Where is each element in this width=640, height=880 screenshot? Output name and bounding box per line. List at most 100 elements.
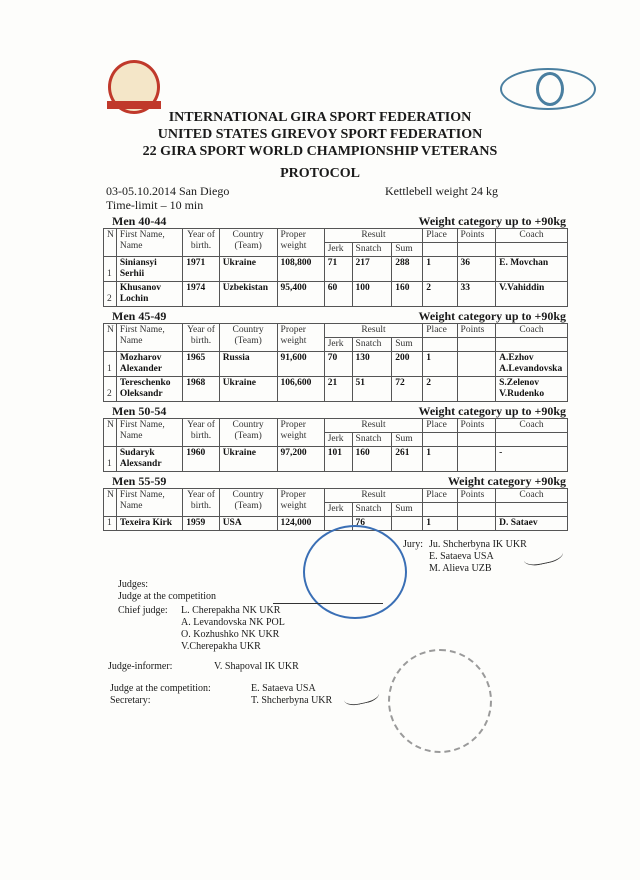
- column-header-weight: Proper weight: [276, 228, 325, 257]
- cell-place: 2: [422, 281, 458, 307]
- cell-year: 1971: [182, 256, 220, 282]
- cell-weight: 95,400: [276, 281, 325, 307]
- cell-weight: 106,600: [276, 376, 325, 402]
- table-row: 1 Texeira Kirk 1959 USA 124,000 76 1 D. Sataev: [103, 516, 568, 531]
- weight-category: Weight category +90kg: [447, 474, 566, 488]
- column-header-jerk: Jerk: [323, 337, 353, 352]
- secretary-label: Secretary:: [110, 695, 151, 706]
- column-header-points: Points: [456, 228, 497, 243]
- cell-name: Khusanov Lochin: [115, 281, 184, 307]
- chief-judge: L. Cherepakha NK UKR: [181, 605, 281, 616]
- judges-label: Judges:: [118, 579, 148, 590]
- header-row: Jerk Snatch Sum: [104, 502, 568, 517]
- column-header-coach: Coach: [495, 323, 568, 338]
- weight-category: Weight category up to +90kg: [418, 214, 567, 228]
- cell-year: 1959: [182, 516, 220, 531]
- cell-points: 36: [456, 256, 497, 282]
- results-table: N First Name, Name Year of birth. Country (…: [103, 488, 568, 531]
- column-header-result: Result: [323, 323, 424, 338]
- cell-year: 1968: [182, 376, 220, 402]
- officials-section: Jury: Ju. Shcherbyna IK UKR E. Sataeva U…: [103, 525, 568, 753]
- jury-label: Jury:: [403, 539, 423, 550]
- column-header-country: Country (Team): [218, 488, 278, 517]
- cell-points: [456, 376, 497, 402]
- cell-snatch: 51: [351, 376, 393, 402]
- table-row: 2 Khusanov Lochin 1974 Uzbekistan 95,400 60 10…: [103, 281, 568, 307]
- cell-name: Mozharov Alexander: [115, 351, 184, 377]
- cell-sum: 288: [391, 256, 424, 282]
- judge: O. Kozhushko NK UKR: [181, 629, 280, 640]
- category-header: Men 45-49 Weight category up to +90kg: [103, 309, 568, 323]
- age-category: Men 55-59: [112, 474, 167, 488]
- category-header: Men 40-44 Weight category up to +90kg: [103, 214, 568, 228]
- jury-member: E. Sataeva USA: [429, 551, 494, 562]
- cell-jerk: 71: [323, 256, 353, 282]
- federation-logo-left: [107, 60, 161, 114]
- weight-category: Weight category up to +90kg: [418, 309, 567, 323]
- column-header-name: First Name, Name: [115, 228, 184, 257]
- jury-signature: [521, 541, 565, 568]
- cell-year: 1965: [182, 351, 220, 377]
- results-section: Men 40-44 Weight category up to +90kg N Fir…: [103, 214, 568, 753]
- cell-weight: 91,600: [276, 351, 325, 377]
- cell-name: Tereschenko Oleksandr: [115, 376, 184, 402]
- column-header-sum: Sum: [391, 242, 424, 257]
- column-header-country: Country (Team): [218, 418, 278, 447]
- age-category: Men 45-49: [112, 309, 167, 323]
- secretary-signature: [341, 681, 381, 708]
- column-header-year: Year of birth.: [182, 418, 220, 447]
- header-row: N First Name, Name Year of birth. Country (…: [103, 488, 568, 517]
- cell-country: Ukraine: [218, 376, 278, 402]
- age-category: Men 40-44: [112, 214, 167, 228]
- column-header-points: Points: [456, 418, 497, 433]
- cell-sum: 200: [391, 351, 424, 377]
- judge-informer-label: Judge-informer:: [108, 661, 173, 672]
- cell-sum: [391, 516, 424, 531]
- cell-snatch: 217: [351, 256, 393, 282]
- cell-snatch: 100: [351, 281, 393, 307]
- column-header-name: First Name, Name: [115, 488, 184, 517]
- cell-points: [456, 446, 497, 472]
- cell-n: 2: [103, 281, 117, 307]
- jury-member: M. Alieva UZB: [429, 563, 492, 574]
- cell-country: USA: [218, 516, 278, 531]
- judge: A. Levandovska NK POL: [181, 617, 285, 628]
- title-line-1: INTERNATIONAL GIRA SPORT FEDERATION: [168, 110, 472, 125]
- date-place: 03-05.10.2014 San Diego: [106, 184, 230, 198]
- column-header-n: N: [103, 418, 117, 447]
- title-line-3: 22 GIRA SPORT WORLD CHAMPIONSHIP VETERAN…: [142, 144, 498, 159]
- header-row: N First Name, Name Year of birth. Country (…: [103, 418, 568, 447]
- column-header-snatch: Snatch: [351, 337, 393, 352]
- cell-n: 1: [103, 351, 117, 377]
- cell-points: 33: [456, 281, 497, 307]
- cell-name: Sudaryk Alexsandr: [115, 446, 184, 472]
- column-header-weight: Proper weight: [276, 418, 325, 447]
- cell-coach: D. Sataev: [495, 516, 568, 531]
- column-header-name: First Name, Name: [115, 323, 184, 352]
- cell-country: Uzbekistan: [218, 281, 278, 307]
- column-header-weight: Proper weight: [276, 488, 325, 517]
- column-header-result: Result: [323, 228, 424, 243]
- column-header-name: First Name, Name: [115, 418, 184, 447]
- cell-sum: 160: [391, 281, 424, 307]
- cell-sum: 261: [391, 446, 424, 472]
- column-header-result: Result: [323, 418, 424, 433]
- column-header-year: Year of birth.: [182, 488, 220, 517]
- column-header-year: Year of birth.: [182, 323, 220, 352]
- category-header: Men 55-59 Weight category +90kg: [103, 474, 568, 488]
- cell-jerk: 70: [323, 351, 353, 377]
- cell-place: 2: [422, 376, 458, 402]
- jury-member: Ju. Shcherbyna IK UKR: [429, 539, 527, 550]
- cell-country: Ukraine: [218, 256, 278, 282]
- column-header-n: N: [103, 488, 117, 517]
- cell-place: 1: [422, 516, 458, 531]
- cell-place: 1: [422, 351, 458, 377]
- cell-coach: E. Movchan: [495, 256, 568, 282]
- cell-coach: -: [495, 446, 568, 472]
- cell-place: 1: [422, 256, 458, 282]
- federation-logo-right: [500, 68, 596, 110]
- judge-comp-label-2: Judge at the competition:: [110, 683, 211, 694]
- column-header-coach: Coach: [495, 418, 568, 433]
- kettlebell-weight: Kettlebell weight 24 kg: [385, 184, 498, 198]
- cell-n: 1: [103, 256, 117, 282]
